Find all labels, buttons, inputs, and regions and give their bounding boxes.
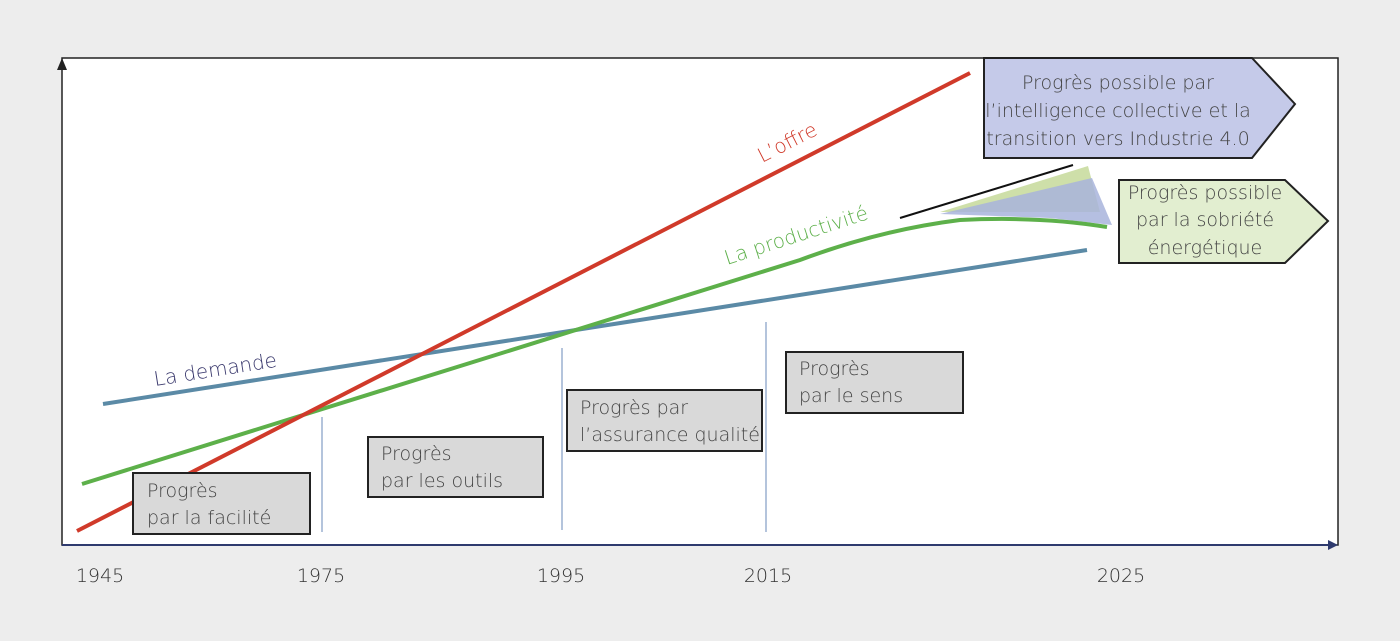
x-tick: 1975 — [297, 565, 345, 587]
x-tick: 1945 — [76, 565, 124, 587]
arrow-text: par la sobriété — [1136, 209, 1274, 231]
phase-text: par le sens — [799, 385, 903, 407]
arrow-box-sobriete: Progrès possible par la sobriété énergét… — [1118, 179, 1330, 264]
x-tick: 2025 — [1097, 565, 1145, 587]
arrow-text: Progrès possible par — [1022, 72, 1214, 94]
arrow-text: énergétique — [1148, 237, 1263, 259]
arrow-text: l’intelligence collective et la — [985, 100, 1251, 122]
y-axis-arrow-icon — [57, 58, 67, 70]
phase-text: l’assurance qualité — [580, 424, 760, 446]
phase-text: par les outils — [381, 470, 503, 492]
phase-text: Progrès par — [580, 397, 688, 419]
potential-line — [899, 164, 1074, 219]
x-axis-arrow-icon — [1328, 540, 1338, 550]
phase-text: Progrès — [147, 480, 218, 502]
phase-text: Progrès — [799, 358, 870, 380]
curve-productivite — [81, 216, 1108, 486]
arrow-box-collective: Progrès possible par l’intelligence coll… — [983, 57, 1297, 159]
phase-box-outils: Progrès par les outils — [367, 436, 544, 498]
fan-collective — [940, 178, 1112, 225]
phase-box-qualite: Progrès par l’assurance qualité — [566, 389, 763, 452]
x-tick: 1995 — [537, 565, 585, 587]
x-tick: 2015 — [744, 565, 792, 587]
arrow-text: Progrès possible — [1128, 182, 1282, 204]
phase-text: Progrès — [381, 443, 452, 465]
phase-box-sens: Progrès par le sens — [785, 351, 964, 414]
phase-box-facilite: Progrès par la facilité — [132, 472, 311, 535]
phase-text: par la facilité — [147, 507, 271, 529]
curve-demande — [102, 248, 1088, 406]
curve-offre — [76, 71, 971, 533]
arrow-text: transition vers Industrie 4.0 — [986, 128, 1249, 150]
